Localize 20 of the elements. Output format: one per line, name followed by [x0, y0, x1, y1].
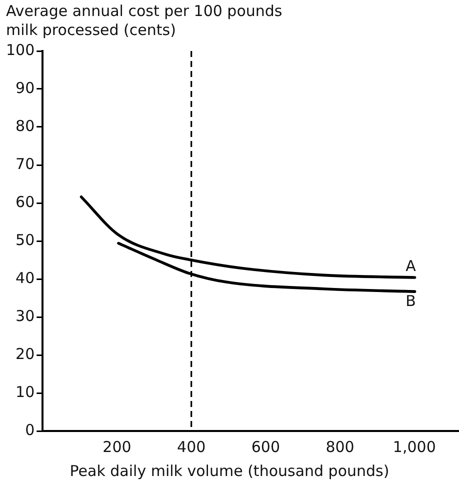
y-tick-label: 80 [16, 116, 35, 135]
y-tick-label: 20 [16, 344, 35, 363]
y-tick-label: 50 [16, 230, 35, 249]
y-tick-label: 30 [16, 306, 35, 325]
y-tick-label: 90 [16, 78, 35, 97]
x-tick-label: 600 [251, 438, 280, 456]
y-axis-title: Average annual cost per 100 pounds milk processed (cents) [6, 2, 284, 40]
x-tick-label: 800 [326, 438, 354, 456]
y-tick-label: 70 [16, 154, 35, 173]
y-tick-label: 60 [16, 192, 35, 211]
y-tick-label: 40 [16, 268, 35, 287]
y-tick-label: 100 [6, 40, 35, 59]
series-label: B [406, 292, 416, 310]
series-label: A [406, 256, 417, 275]
y-tick-label: 10 [16, 382, 35, 401]
x-axis-title: Peak daily milk volume (thousand pounds) [68, 462, 390, 480]
x-tick-label: 400 [177, 438, 206, 456]
y-tick-label: 0 [25, 420, 35, 439]
x-tick-label: 200 [102, 438, 132, 456]
x-tick-label: 1,000 [392, 438, 436, 456]
